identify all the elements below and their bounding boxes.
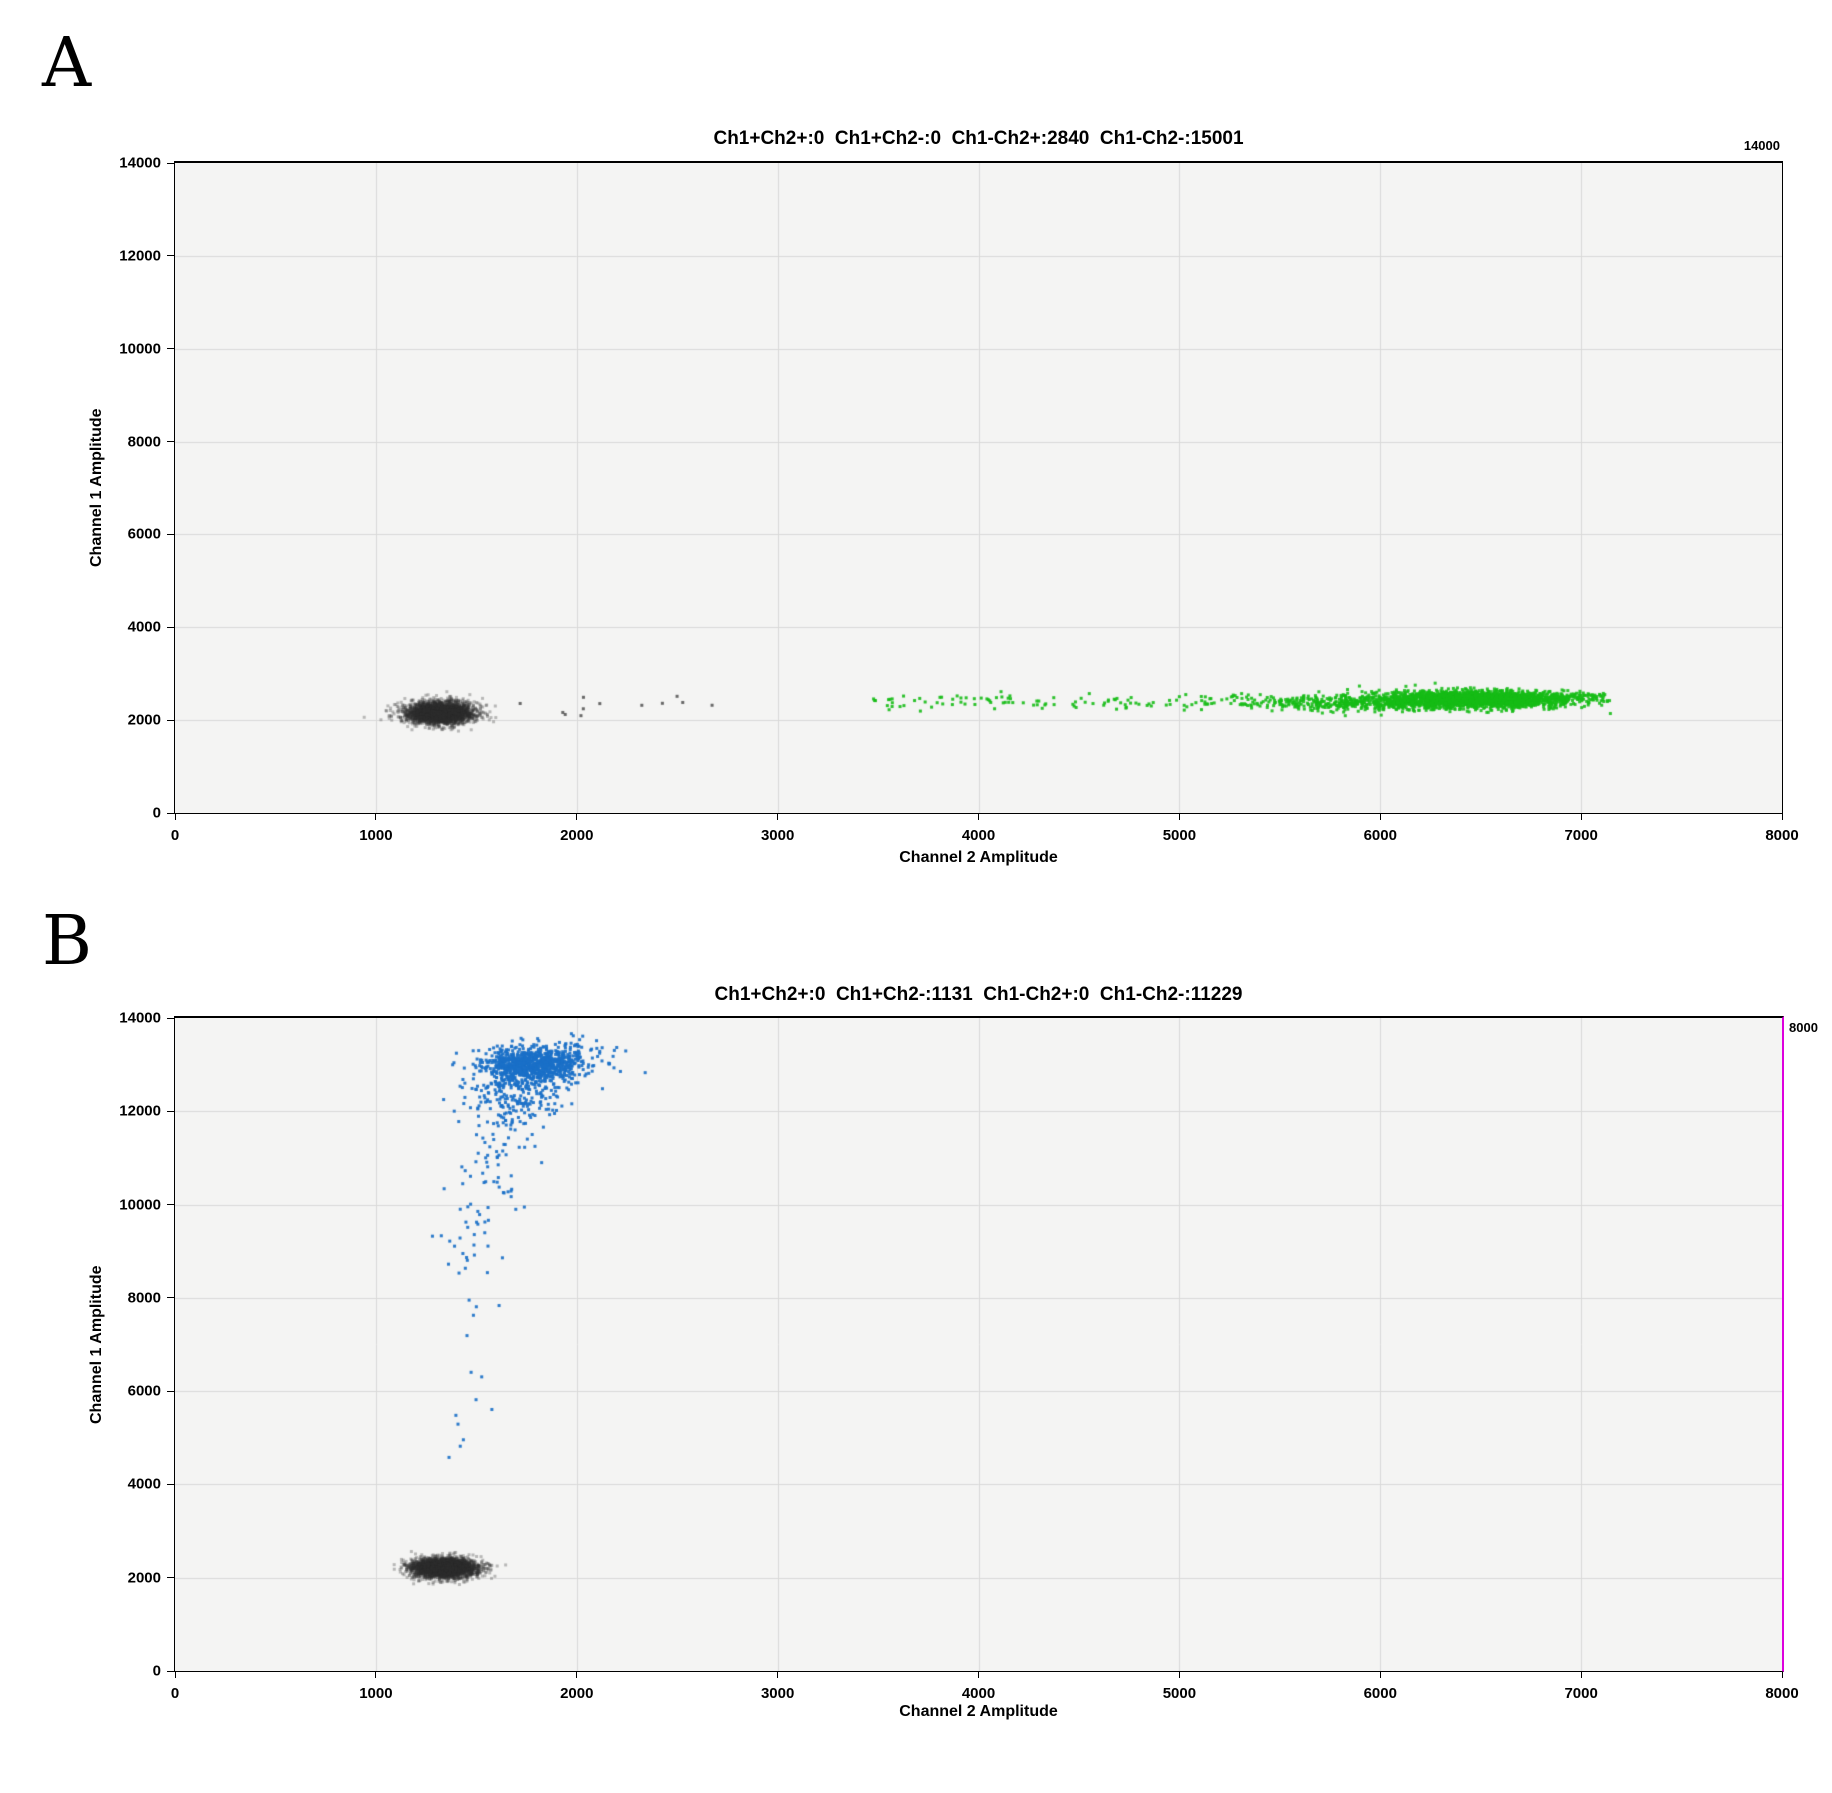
x-tick-label: 1000 bbox=[359, 1685, 393, 1702]
x-tick-mark bbox=[777, 1672, 779, 1678]
y-tick-mark bbox=[167, 1204, 174, 1206]
y-tick-label: 12000 bbox=[119, 247, 161, 265]
x-tick-label: 6000 bbox=[1363, 1685, 1397, 1702]
y-tick-mark bbox=[167, 533, 174, 535]
y-tick-label: 0 bbox=[152, 1662, 161, 1680]
x-tick-mark bbox=[1781, 814, 1783, 820]
y-tick-mark bbox=[167, 1483, 174, 1485]
y-tick-label: 6000 bbox=[127, 525, 161, 543]
y-tick-mark bbox=[167, 1577, 174, 1579]
y-tick-label: 4000 bbox=[127, 618, 161, 636]
x-tick-label: 3000 bbox=[760, 827, 795, 844]
x-tick-mark bbox=[375, 814, 377, 820]
x-tick-mark bbox=[1781, 1672, 1783, 1678]
y-tick-mark bbox=[167, 1670, 174, 1672]
x-tick-label: 4000 bbox=[961, 827, 996, 844]
panel-a-corner-scale-label: 14000 bbox=[1743, 138, 1780, 153]
panel-b-plot-area bbox=[174, 1016, 1784, 1672]
x-tick-label: 5000 bbox=[1162, 827, 1197, 844]
y-tick-label: 0 bbox=[152, 804, 161, 822]
x-tick-mark bbox=[375, 1672, 377, 1678]
panel-b-corner-scale-label: 8000 bbox=[1789, 1020, 1818, 1035]
x-tick-label: 3000 bbox=[760, 1685, 795, 1702]
y-tick-mark bbox=[167, 348, 174, 350]
y-tick-label: 4000 bbox=[127, 1475, 161, 1493]
x-tick-mark bbox=[1580, 1672, 1582, 1678]
x-tick-label: 8000 bbox=[1765, 1685, 1799, 1702]
x-tick-mark bbox=[978, 1672, 979, 1678]
x-tick-mark bbox=[1580, 814, 1582, 820]
x-tick-label: 7000 bbox=[1564, 1685, 1598, 1702]
y-tick-mark bbox=[167, 1297, 174, 1299]
panel-a-x-axis-label: Channel 2 Amplitude bbox=[899, 849, 1058, 866]
panel-a-plot-area bbox=[174, 161, 1783, 814]
y-tick-label: 10000 bbox=[119, 1196, 161, 1214]
x-tick-label: 5000 bbox=[1162, 1685, 1197, 1702]
x-tick-label: 0 bbox=[170, 1685, 180, 1702]
y-tick-mark bbox=[167, 812, 174, 814]
y-tick-mark bbox=[167, 441, 174, 443]
x-tick-mark bbox=[576, 1672, 578, 1678]
y-tick-mark bbox=[167, 162, 174, 164]
y-tick-mark bbox=[167, 1110, 174, 1112]
panel-a-scatter-canvas bbox=[175, 163, 1782, 813]
x-tick-mark bbox=[1178, 814, 1180, 820]
y-tick-label: 6000 bbox=[127, 1382, 161, 1400]
x-tick-mark bbox=[1379, 1672, 1381, 1678]
x-tick-mark bbox=[1178, 1672, 1180, 1678]
x-tick-mark bbox=[174, 814, 176, 820]
panel-b-title: Ch1+Ch2+:0 Ch1+Ch2-:1131 Ch1-Ch2+:0 Ch1-… bbox=[714, 984, 1243, 1005]
panel-b-x-axis-label: Channel 2 Amplitude bbox=[899, 1703, 1058, 1720]
y-tick-mark bbox=[167, 255, 174, 257]
panel-b-y-axis-label: Channel 1 Amplitude bbox=[88, 1265, 105, 1424]
y-tick-label: 8000 bbox=[127, 433, 161, 451]
y-tick-mark bbox=[167, 1017, 174, 1019]
panel-a-letter: A bbox=[42, 24, 92, 103]
x-tick-label: 4000 bbox=[961, 1685, 996, 1702]
x-tick-label: 1000 bbox=[359, 827, 393, 844]
y-tick-label: 8000 bbox=[127, 1289, 161, 1307]
y-tick-mark bbox=[167, 626, 174, 628]
y-tick-mark bbox=[167, 1390, 174, 1392]
x-tick-mark bbox=[174, 1672, 176, 1678]
x-tick-label: 8000 bbox=[1765, 827, 1799, 844]
x-tick-mark bbox=[1379, 814, 1381, 820]
y-tick-mark bbox=[167, 719, 174, 721]
panel-b-scatter-canvas bbox=[175, 1018, 1782, 1671]
x-tick-label: 6000 bbox=[1363, 827, 1397, 844]
y-tick-label: 14000 bbox=[119, 154, 161, 172]
x-tick-label: 2000 bbox=[560, 827, 594, 844]
y-tick-label: 2000 bbox=[127, 1569, 161, 1587]
x-tick-label: 2000 bbox=[560, 1685, 594, 1702]
panel-b-letter: B bbox=[42, 902, 92, 981]
x-tick-label: 7000 bbox=[1564, 827, 1598, 844]
panel-a-title: Ch1+Ch2+:0 Ch1+Ch2-:0 Ch1-Ch2+:2840 Ch1-… bbox=[713, 128, 1244, 149]
x-tick-mark bbox=[777, 814, 779, 820]
y-tick-label: 14000 bbox=[119, 1009, 161, 1027]
x-tick-label: 0 bbox=[170, 827, 180, 844]
x-tick-mark bbox=[576, 814, 578, 820]
panel-a-y-axis-label: Channel 1 Amplitude bbox=[88, 408, 105, 568]
y-tick-label: 12000 bbox=[119, 1102, 161, 1120]
y-tick-label: 10000 bbox=[119, 340, 161, 358]
x-tick-mark bbox=[978, 814, 979, 820]
y-tick-label: 2000 bbox=[127, 711, 161, 729]
